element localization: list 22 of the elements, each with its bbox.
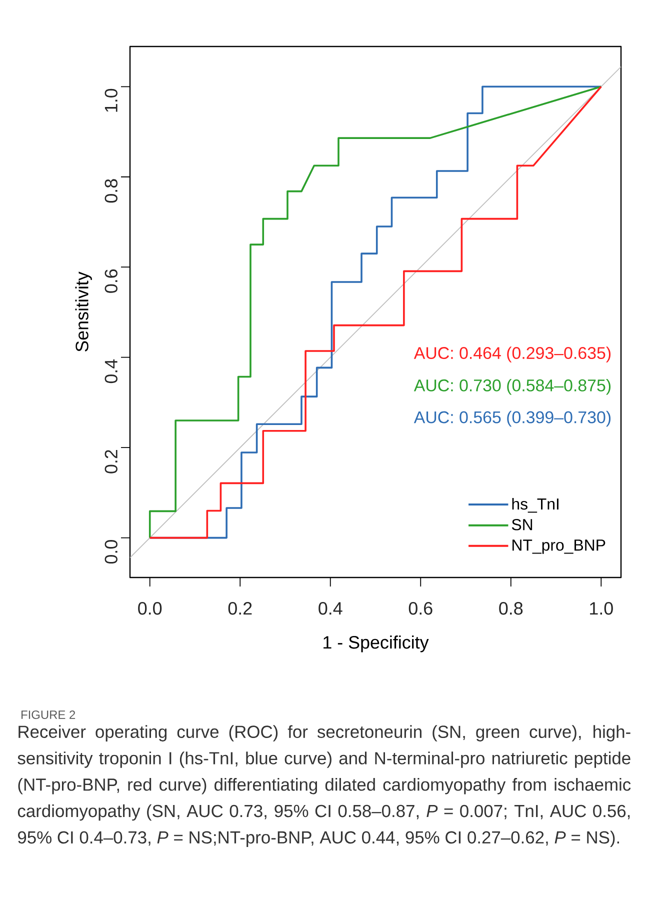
annotation: AUC: 0.464 (0.293–0.635) xyxy=(414,346,611,362)
x-tick-label: 1.0 xyxy=(590,602,613,615)
annotation: AUC: 0.730 (0.584–0.875) xyxy=(414,378,611,395)
x-tick-label: 0.4 xyxy=(318,602,342,615)
x-tick-label: 0.2 xyxy=(228,602,252,615)
legend-label: hs_TnI xyxy=(512,498,558,513)
annotation: AUC: 0.565 (0.399–0.730) xyxy=(414,410,611,427)
x-tick-label: 0.6 xyxy=(408,602,432,615)
y-tick-label: 0.2 xyxy=(104,450,118,474)
legend-label: SN xyxy=(512,519,532,530)
x-tick-label: 0.0 xyxy=(138,602,162,615)
y-tick-label: 1.0 xyxy=(104,88,118,112)
y-tick-label: 0.0 xyxy=(104,540,118,564)
caption: FIGURE 2 xyxy=(22,710,76,719)
y-tick-label: 0.4 xyxy=(104,359,118,384)
y-axis-title: Sensitivity xyxy=(75,272,92,352)
text: Receiver operating curve (ROC) for secretoneurin (SN, green curve), high-sensitivity troponin I (hs-TnI, blue curve) and N-terminal-pro natriuretic peptide (NT-pro-BNP, red curve) differentiating dilated cardiomyopathy from ischaemic cardiomyopathy (SN, AUC 0.73, 95% CI 0.58–0.87, P = 0.007; TnI, AUC 0.56, 95% CI 0.4–0.73, P = NS;NT-pro-BNP, AUC 0.44, 95% CI 0.27–0.62, P = NS). xyxy=(18,725,631,848)
y-tick-label: 0.6 xyxy=(104,269,118,293)
legend-label: NT_pro_BNP xyxy=(512,540,606,554)
x-tick-label: 0.8 xyxy=(499,602,523,615)
y-tick-label: 0.8 xyxy=(104,179,118,203)
x-axis-title: 1 - Specificity xyxy=(324,636,429,652)
